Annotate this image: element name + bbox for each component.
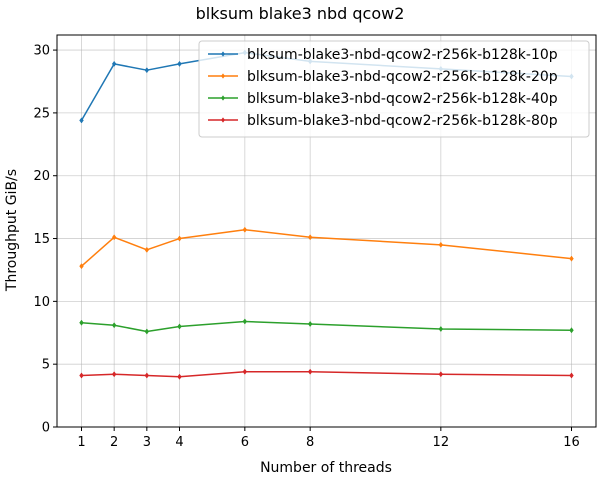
data-point xyxy=(242,226,248,233)
y-tick-label: 30 xyxy=(33,44,50,59)
x-axis-label: Number of threads xyxy=(260,460,392,476)
legend-item-4: blksum-blake3-nbd-qcow2-r256k-b128k-80p xyxy=(208,113,558,129)
legend-item-3: blksum-blake3-nbd-qcow2-r256k-b128k-40p xyxy=(208,91,558,107)
data-point xyxy=(144,67,150,74)
x-tick-label: 2 xyxy=(110,435,118,450)
x-axis: 1 2 3 4 6 8 12 16 xyxy=(77,427,580,450)
series-line xyxy=(81,370,572,378)
data-point xyxy=(438,325,444,333)
legend-label: blksum-blake3-nbd-qcow2-r256k-b128k-10p xyxy=(247,47,558,63)
legend: blksum-blake3-nbd-qcow2-r256k-b128k-10p b… xyxy=(198,40,590,138)
data-point xyxy=(242,318,248,325)
data-point xyxy=(177,60,182,67)
data-point xyxy=(111,371,117,378)
x-tick-label: 8 xyxy=(306,435,314,450)
data-point xyxy=(111,60,117,67)
data-point xyxy=(307,320,313,327)
y-tick-label: 5 xyxy=(42,358,50,373)
data-point xyxy=(177,373,182,380)
data-point xyxy=(144,246,150,253)
legend-box xyxy=(198,40,590,138)
data-point xyxy=(144,372,150,379)
legend-swatch-marker xyxy=(221,73,225,79)
x-tick-label: 16 xyxy=(563,435,580,450)
series-line xyxy=(81,228,572,267)
y-tick-label: 20 xyxy=(33,169,50,184)
data-point xyxy=(307,368,313,375)
data-point xyxy=(569,255,574,262)
legend-item-1: blksum-blake3-nbd-qcow2-r256k-b128k-10p xyxy=(208,47,558,63)
x-tick-label: 6 xyxy=(241,435,249,450)
y-axis-label: Throughput GiB/s xyxy=(4,169,20,292)
plot-frame xyxy=(56,34,597,428)
data-point xyxy=(242,368,248,375)
data-point xyxy=(79,319,84,326)
legend-swatch-marker xyxy=(221,95,225,101)
data-point xyxy=(569,372,574,379)
data-point xyxy=(177,235,182,242)
x-tick-label: 3 xyxy=(143,435,151,450)
data-point xyxy=(569,327,574,334)
series-2 xyxy=(79,226,574,270)
x-tick-label: 4 xyxy=(175,435,183,450)
x-tick-label: 12 xyxy=(433,435,450,450)
data-point xyxy=(111,322,117,329)
series-line xyxy=(81,320,572,333)
y-tick-label: 10 xyxy=(33,295,50,310)
data-point xyxy=(79,263,84,270)
data-point xyxy=(438,371,444,378)
legend-swatch-marker xyxy=(221,51,225,57)
legend-label: blksum-blake3-nbd-qcow2-r256k-b128k-80p xyxy=(247,113,558,129)
chart-title: blksum blake3 nbd qcow2 xyxy=(196,4,405,23)
data-point xyxy=(438,241,444,248)
y-tick-label: 25 xyxy=(33,106,50,121)
y-axis: 0 5 10 15 20 25 30 xyxy=(33,44,57,436)
y-tick-label: 0 xyxy=(42,421,50,436)
series-3 xyxy=(79,318,574,335)
data-point xyxy=(144,328,150,335)
data-point xyxy=(177,323,182,330)
series-4 xyxy=(79,368,574,380)
data-point xyxy=(79,117,84,124)
legend-swatch-marker xyxy=(221,117,225,123)
x-tick-label: 1 xyxy=(77,435,85,450)
legend-label: blksum-blake3-nbd-qcow2-r256k-b128k-40p xyxy=(247,91,558,107)
data-point xyxy=(111,234,117,241)
y-tick-label: 15 xyxy=(33,232,50,247)
data-point xyxy=(79,372,84,379)
data-point xyxy=(307,234,313,241)
legend-label: blksum-blake3-nbd-qcow2-r256k-b128k-20p xyxy=(247,69,558,85)
legend-item-2: blksum-blake3-nbd-qcow2-r256k-b128k-20p xyxy=(208,69,558,85)
